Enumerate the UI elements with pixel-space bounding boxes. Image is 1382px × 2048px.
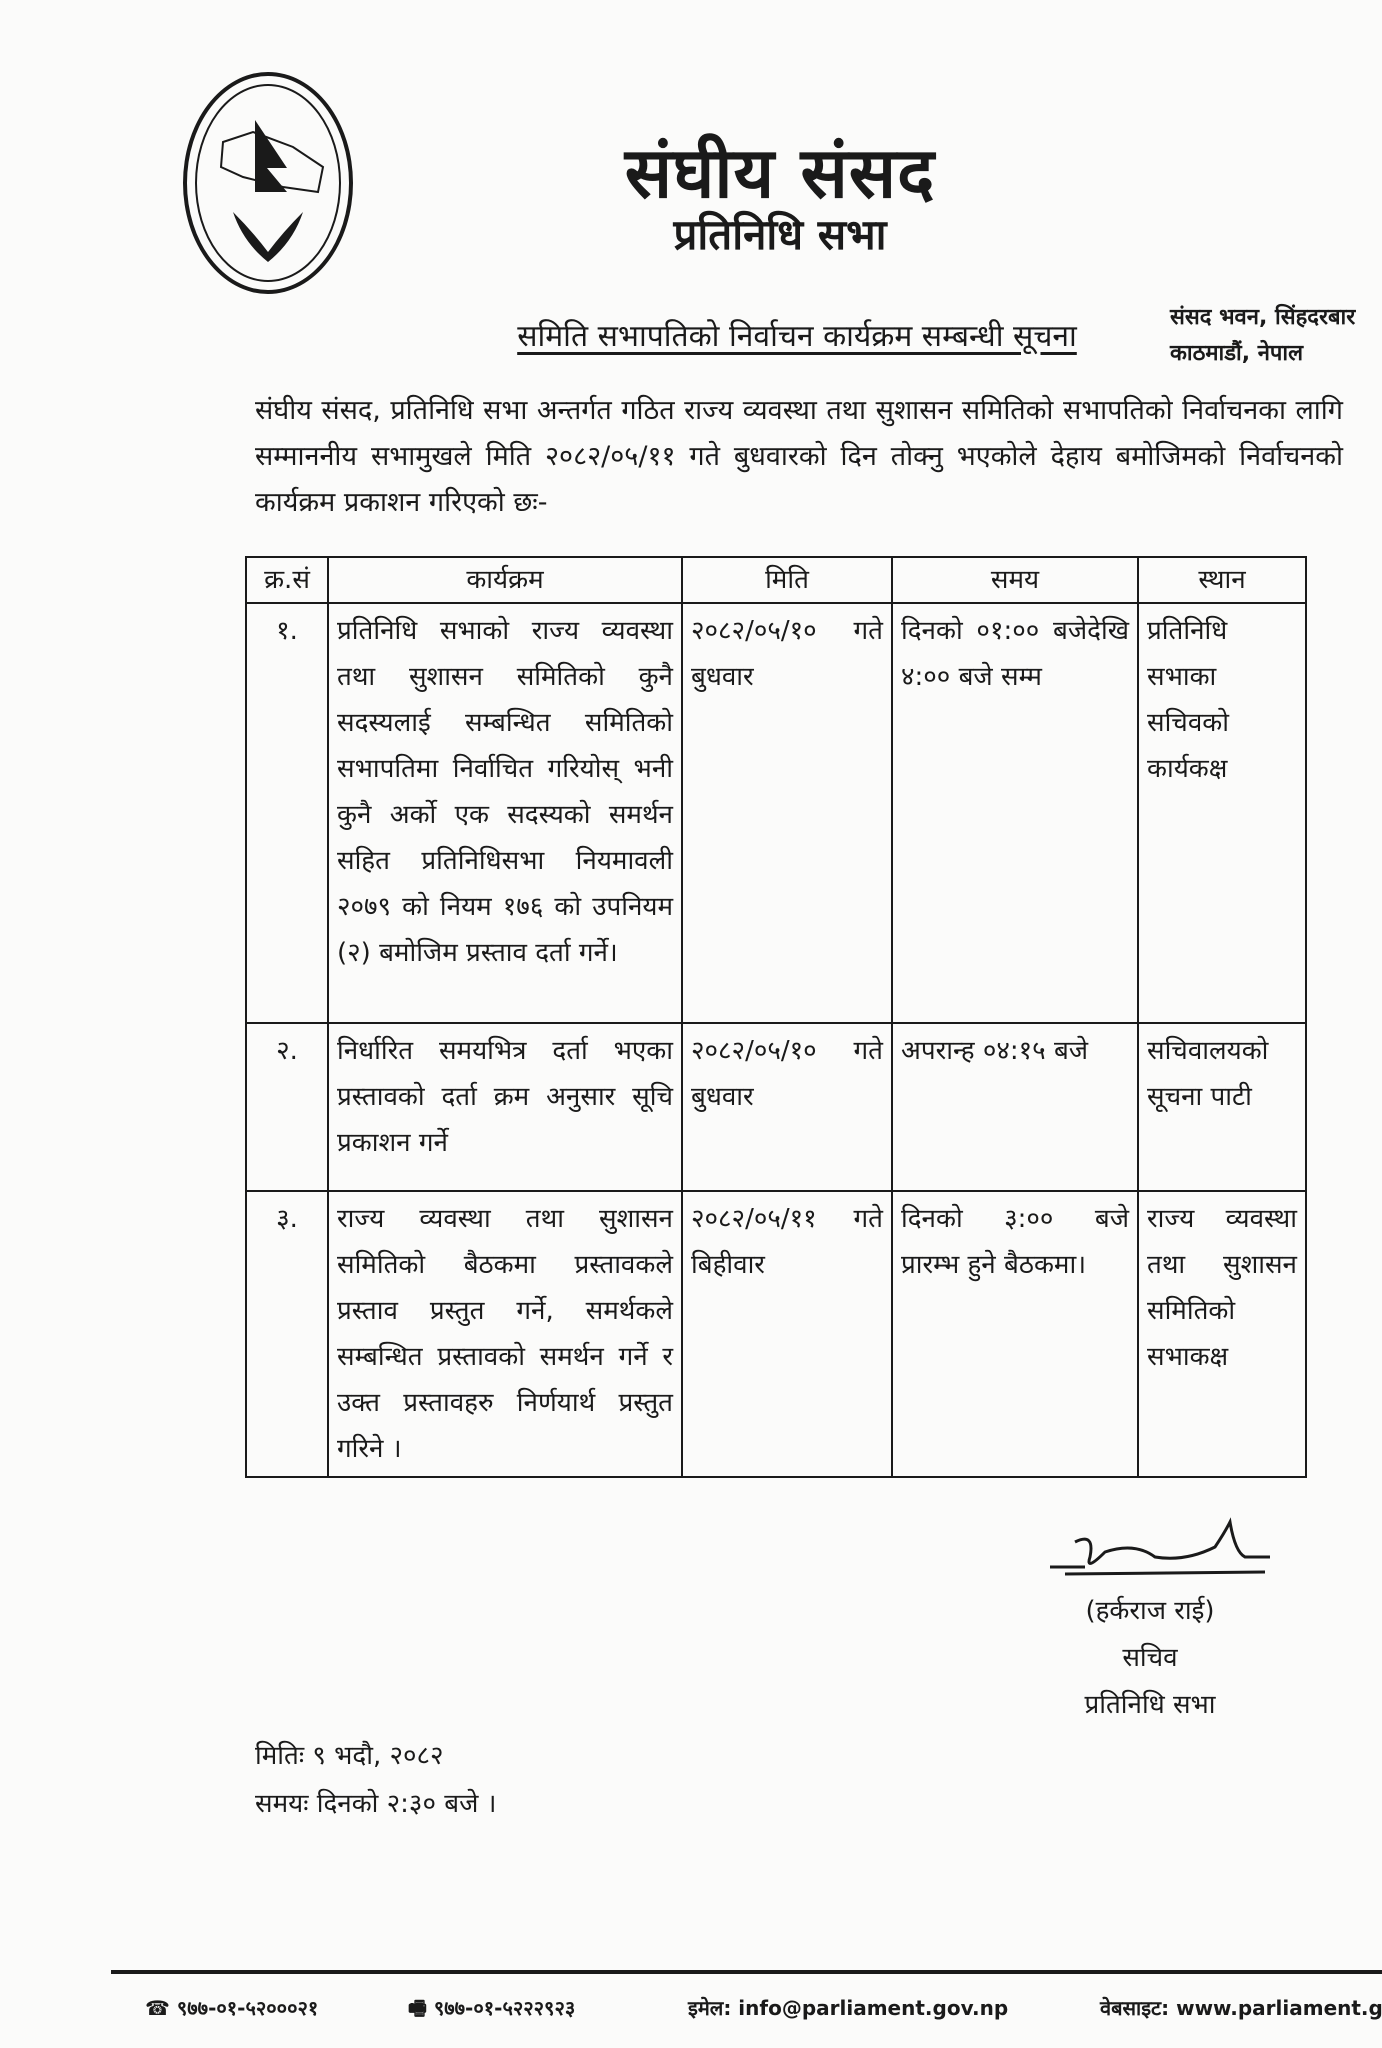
- phone-number: ९७७-०१-५२०००२१: [176, 1996, 319, 2020]
- serial-number: ३.: [245, 1190, 329, 1478]
- signer-name: (हर्कराज राई): [1085, 1596, 1215, 1626]
- table-row: २. निर्धारित समयभित्र दर्ता भएका प्रस्ता…: [245, 1022, 1307, 1192]
- notice-subject: समिति सभापतिको निर्वाचन कार्यक्रम सम्बन्…: [517, 319, 1077, 354]
- signer-block: (हर्कराज राई) सचिव प्रतिनिधि सभा: [1040, 1588, 1260, 1729]
- handwritten-signature: [1050, 1517, 1270, 1576]
- parliament-emblem: [183, 72, 353, 294]
- address-line: काठमाडौं, नेपाल: [1170, 341, 1304, 366]
- footer-email[interactable]: इमेल: info@parliament.gov.np: [688, 1996, 1009, 2020]
- date-cell: २०८२/०५/११ गते बिहीवार: [681, 1190, 893, 1478]
- column-header: समय: [891, 556, 1139, 604]
- place-cell: सचिवालयको सूचना पाटी: [1137, 1022, 1307, 1192]
- place-cell: प्रतिनिधि सभाका सचिवको कार्यकक्ष: [1137, 602, 1307, 1024]
- fax-number: ९७७-०१-५२२२९२३: [433, 1996, 576, 2020]
- time-cell: दिनको ०१:०० बजेदेखि ४:०० बजे सम्म: [891, 602, 1139, 1024]
- issue-time: समयः दिनको २:३० बजे ।: [255, 1789, 497, 1819]
- footer-divider: [111, 1970, 1382, 1974]
- schedule-table: क्र.सं कार्यक्रम मिति समय स्थान १. प्रति…: [245, 556, 1307, 1478]
- time-cell: दिनको ३:०० बजे प्रारम्भ हुने बैठकमा।: [891, 1190, 1139, 1478]
- serial-number: १.: [245, 602, 329, 1024]
- table-row: ३. राज्य व्यवस्था तथा सुशासन समितिको बैठ…: [245, 1190, 1307, 1478]
- column-header: कार्यक्रम: [327, 556, 683, 604]
- column-header: स्थान: [1137, 556, 1307, 604]
- column-header: मिति: [681, 556, 893, 604]
- date-cell: २०८२/०५/१० गते बुधवार: [681, 1022, 893, 1192]
- serial-number: २.: [245, 1022, 329, 1192]
- time-cell: अपरान्ह ०४:१५ बजे: [891, 1022, 1139, 1192]
- footer-phone: ☎ ९७७-०१-५२०००२१: [145, 1994, 318, 2021]
- office-address: संसद भवन, सिंहदरबार काठमाडौं, नेपाल: [1170, 300, 1382, 372]
- date-cell: २०८२/०५/१० गते बुधवार: [681, 602, 893, 1024]
- table-row: १. प्रतिनिधि सभाको राज्य व्यवस्था तथा सु…: [245, 602, 1307, 1024]
- page-subtitle: प्रतिनिधि सभा: [673, 210, 887, 259]
- address-line: संसद भवन, सिंहदरबार: [1170, 305, 1356, 330]
- program-cell: निर्धारित समयभित्र दर्ता भएका प्रस्तावको…: [327, 1022, 683, 1192]
- footer-website[interactable]: वेबसाइट: www.parliament.gov.np: [1100, 1996, 1382, 2020]
- emblem-graphic-icon: [219, 120, 325, 262]
- column-header: क्र.सं: [245, 556, 329, 604]
- program-cell: राज्य व्यवस्था तथा सुशासन समितिको बैठकमा…: [327, 1190, 683, 1478]
- program-cell: प्रतिनिधि सभाको राज्य व्यवस्था तथा सुशास…: [327, 602, 683, 1024]
- issue-date: मितिः ९ भदौ, २०८२: [255, 1741, 444, 1771]
- intro-paragraph: संघीय संसद, प्रतिनिधि सभा अन्तर्गत गठित …: [255, 395, 1343, 518]
- issue-date-block: मितिः ९ भदौ, २०८२ समयः दिनको २:३० बजे ।: [255, 1732, 497, 1828]
- phone-icon: ☎: [145, 1996, 177, 2020]
- page-title: संघीय संसद: [624, 132, 936, 214]
- footer-fax: 🖷 ९७७-०१-५२२२९२३: [408, 1994, 575, 2028]
- table-header-row: क्र.सं कार्यक्रम मिति समय स्थान: [245, 556, 1307, 604]
- signer-office: प्रतिनिधि सभा: [1084, 1690, 1216, 1720]
- fax-icon: 🖷: [408, 1996, 434, 2020]
- signer-designation: सचिव: [1122, 1643, 1178, 1673]
- place-cell: राज्य व्यवस्था तथा सुशासन समितिको सभाकक्…: [1137, 1190, 1307, 1478]
